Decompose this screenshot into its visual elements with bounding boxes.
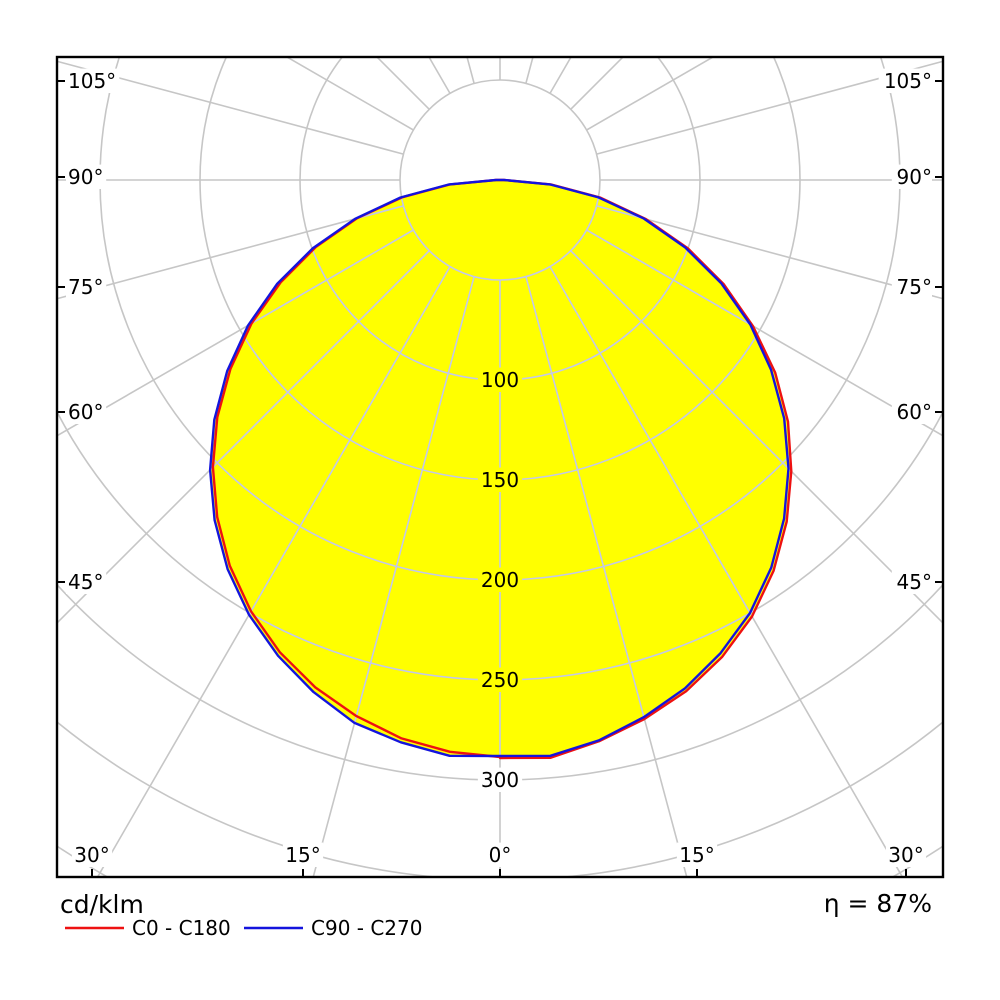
radial-tick-label: 100 bbox=[481, 368, 519, 392]
angle-label-right-bg bbox=[891, 569, 932, 594]
angle-label-left-bg bbox=[66, 68, 120, 93]
angle-label-right-bg bbox=[891, 274, 932, 299]
grid-spoke bbox=[210, 266, 451, 758]
angle-label-bottom-bg bbox=[282, 842, 324, 867]
grid-spoke bbox=[210, 229, 414, 758]
angle-label-left-bg bbox=[66, 274, 107, 299]
grid-spoke bbox=[58, 60, 404, 155]
units-label: cd/klm bbox=[60, 890, 144, 919]
grid-spoke bbox=[0, 0, 429, 109]
curve-c0-c180 bbox=[211, 178, 793, 760]
angle-label-right: 45° bbox=[897, 570, 932, 594]
angle-label-right: 75° bbox=[897, 275, 932, 299]
angle-label-left: 75° bbox=[68, 275, 103, 299]
angle-label-right: 105° bbox=[884, 69, 932, 93]
grid-spoke bbox=[570, 250, 792, 758]
curve-c90-c270 bbox=[208, 178, 790, 758]
grid-spoke bbox=[376, 58, 430, 110]
angle-label-left: 105° bbox=[68, 69, 116, 93]
grid-spoke bbox=[597, 0, 1000, 154]
radial-tick-label: 250 bbox=[481, 668, 519, 692]
angle-label-left: 60° bbox=[68, 400, 103, 424]
angle-label-right: 90° bbox=[897, 165, 932, 189]
grid-spoke bbox=[596, 205, 942, 300]
grid-spoke bbox=[0, 0, 403, 154]
radial-tick-label: 200 bbox=[481, 568, 519, 592]
angle-label-left-bg bbox=[66, 164, 107, 189]
angle-label-bottom-bg bbox=[486, 842, 514, 867]
grid-spoke bbox=[587, 0, 1000, 130]
grid-spoke bbox=[58, 205, 404, 300]
radial-tick-label-bg bbox=[477, 367, 523, 392]
angle-label-right-bg bbox=[878, 68, 932, 93]
grid-spoke bbox=[210, 250, 430, 758]
radial-tick-label-bg bbox=[477, 467, 523, 492]
radial-tick-label-bg bbox=[477, 767, 523, 792]
grid-spoke bbox=[571, 0, 1000, 109]
grid-spoke bbox=[570, 58, 624, 110]
angle-label-bottom-bg bbox=[885, 842, 927, 867]
grid-spoke bbox=[0, 0, 413, 130]
grid-spoke bbox=[549, 58, 572, 94]
grid-spoke bbox=[210, 276, 475, 758]
grid-spoke bbox=[586, 229, 792, 758]
angle-label-bottom: 15° bbox=[285, 843, 320, 867]
angle-label-bottom-bg bbox=[676, 842, 718, 867]
angle-label-right-bg bbox=[891, 164, 932, 189]
radial-tick-label: 150 bbox=[481, 468, 519, 492]
angle-label-left: 90° bbox=[68, 165, 103, 189]
angle-label-right-bg bbox=[891, 399, 932, 424]
angle-label-right: 60° bbox=[897, 400, 932, 424]
angle-label-bottom: 30° bbox=[888, 843, 923, 867]
radial-tick-label-bg bbox=[477, 567, 523, 592]
grid-spoke bbox=[525, 276, 792, 758]
radial-tick-label: 300 bbox=[481, 768, 519, 792]
grid-spoke bbox=[586, 58, 713, 131]
grid-spoke bbox=[596, 60, 942, 155]
legend-label-c0-c180: C0 - C180 bbox=[132, 916, 231, 940]
angle-label-left-bg bbox=[66, 569, 107, 594]
radial-tick-label-bg bbox=[477, 667, 523, 692]
angle-label-bottom: 15° bbox=[679, 843, 714, 867]
angle-label-left: 45° bbox=[68, 570, 103, 594]
legend: C0 - C180 C90 - C270 bbox=[65, 916, 422, 940]
angle-label-left-bg bbox=[66, 399, 107, 424]
grid-spoke bbox=[549, 266, 792, 758]
grid-spoke bbox=[287, 58, 414, 131]
angle-label-bottom: 0° bbox=[489, 843, 512, 867]
angle-label-bottom: 30° bbox=[74, 843, 109, 867]
legend-label-c90-c270: C90 - C270 bbox=[311, 916, 422, 940]
angle-label-bottom-bg bbox=[71, 842, 113, 867]
grid-spoke bbox=[550, 0, 1000, 93]
efficiency-label: η = 87% bbox=[824, 889, 932, 918]
